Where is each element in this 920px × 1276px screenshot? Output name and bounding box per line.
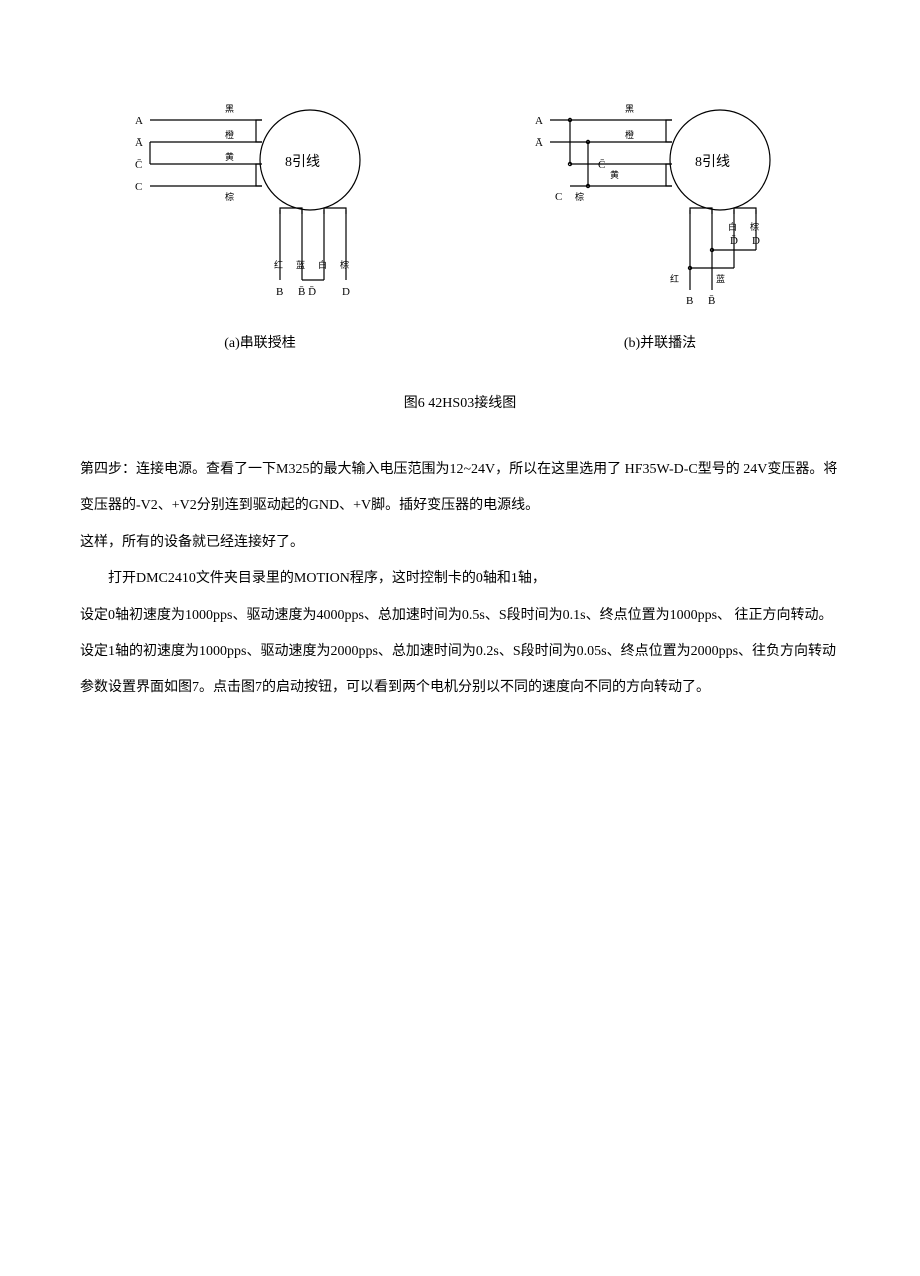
subcaption-b-text: 并联播法 [640, 336, 696, 351]
body-text: 第四步：连接电源。查看了一下M325的最大输入电压范围为12~24V，所以在这里… [80, 452, 840, 707]
color-white-a: 白 [318, 259, 327, 270]
pin-cbar: C̄ [135, 159, 142, 171]
pin-abar-b: Ā [535, 137, 543, 149]
motor-label-b: 8引线 [695, 154, 730, 170]
color-brown-a: 棕 [225, 191, 234, 202]
pin-bbar-b: B̄ [708, 295, 715, 307]
color-black-a: 黑 [225, 104, 234, 114]
paragraph-5: 设定1轴的初速度为1000pps、驱动速度为2000pps、总加速时间为0.2s… [80, 634, 840, 670]
pin-a-b: A [535, 115, 543, 127]
paragraph-3: 打开DMC2410文件夹目录里的MOTION程序，这时控制卡的0轴和1轴， [80, 561, 840, 597]
subcaption-a-text: 串联授桂 [240, 336, 296, 351]
pin-c: C [135, 181, 142, 193]
color-orange-b: 橙 [625, 129, 634, 140]
color-orange-a: 橙 [225, 129, 234, 140]
figure-a-column: 8引线 A Ā C̄ C 黑 橙 黄 棕 [80, 90, 440, 352]
pin-b-a: B [276, 286, 283, 298]
color-black-b: 黑 [625, 104, 634, 114]
pin-bd-a: B̄ D̄ [298, 286, 316, 298]
figure-b-column: 8引线 A Ā C̄ C 黑 橙 [480, 90, 840, 352]
pin-abar: Ā [135, 137, 143, 149]
subcaption-b-prefix: (b) [624, 336, 640, 351]
color-red-a: 红 [274, 259, 283, 270]
motor-label-a: 8引线 [285, 154, 320, 170]
subcaption-b: (b)并联播法 [624, 332, 696, 352]
paragraph-1: 第四步：连接电源。查看了一下M325的最大输入电压范围为12~24V，所以在这里… [80, 452, 840, 525]
pin-d-a: D [342, 286, 350, 298]
pin-dbar-b: D̄ [730, 235, 738, 247]
pin-c-b: C [555, 191, 562, 203]
pin-d-b: D [752, 235, 760, 247]
diagram-a: 8引线 A Ā C̄ C 黑 橙 黄 棕 [110, 90, 410, 320]
subcaption-a: (a)串联授桂 [224, 332, 296, 352]
figure-row: 8引线 A Ā C̄ C 黑 橙 黄 棕 [80, 90, 840, 352]
paragraph-2: 这样，所有的设备就已经连接好了。 [80, 525, 840, 561]
pin-a: A [135, 115, 143, 127]
figure-caption: 图6 42HS03接线图 [80, 392, 840, 412]
color-brown2-a: 棕 [340, 259, 349, 270]
color-red-b: 红 [670, 273, 679, 284]
diagram-b: 8引线 A Ā C̄ C 黑 橙 [510, 90, 810, 320]
color-brown2-b: 棕 [750, 221, 759, 232]
color-yellow-b: 黄 [610, 169, 619, 180]
paragraph-4: 设定0轴初速度为1000pps、驱动速度为4000pps、总加速时间为0.5s、… [80, 598, 840, 634]
paragraph-6: 参数设置界面如图7。点击图7的启动按钮，可以看到两个电机分别以不同的速度向不同的… [80, 670, 840, 706]
color-blue-a: 蓝 [296, 259, 305, 270]
color-brown-b: 棕 [575, 191, 584, 202]
color-blue-b: 蓝 [716, 273, 725, 284]
color-white-b: 白 [728, 221, 737, 232]
color-yellow-a: 黄 [225, 151, 234, 162]
subcaption-a-prefix: (a) [224, 336, 240, 351]
pin-cbar-b: C̄ [598, 159, 605, 171]
pin-b-b: B [686, 295, 693, 307]
document-page: 8引线 A Ā C̄ C 黑 橙 黄 棕 [0, 0, 920, 1276]
